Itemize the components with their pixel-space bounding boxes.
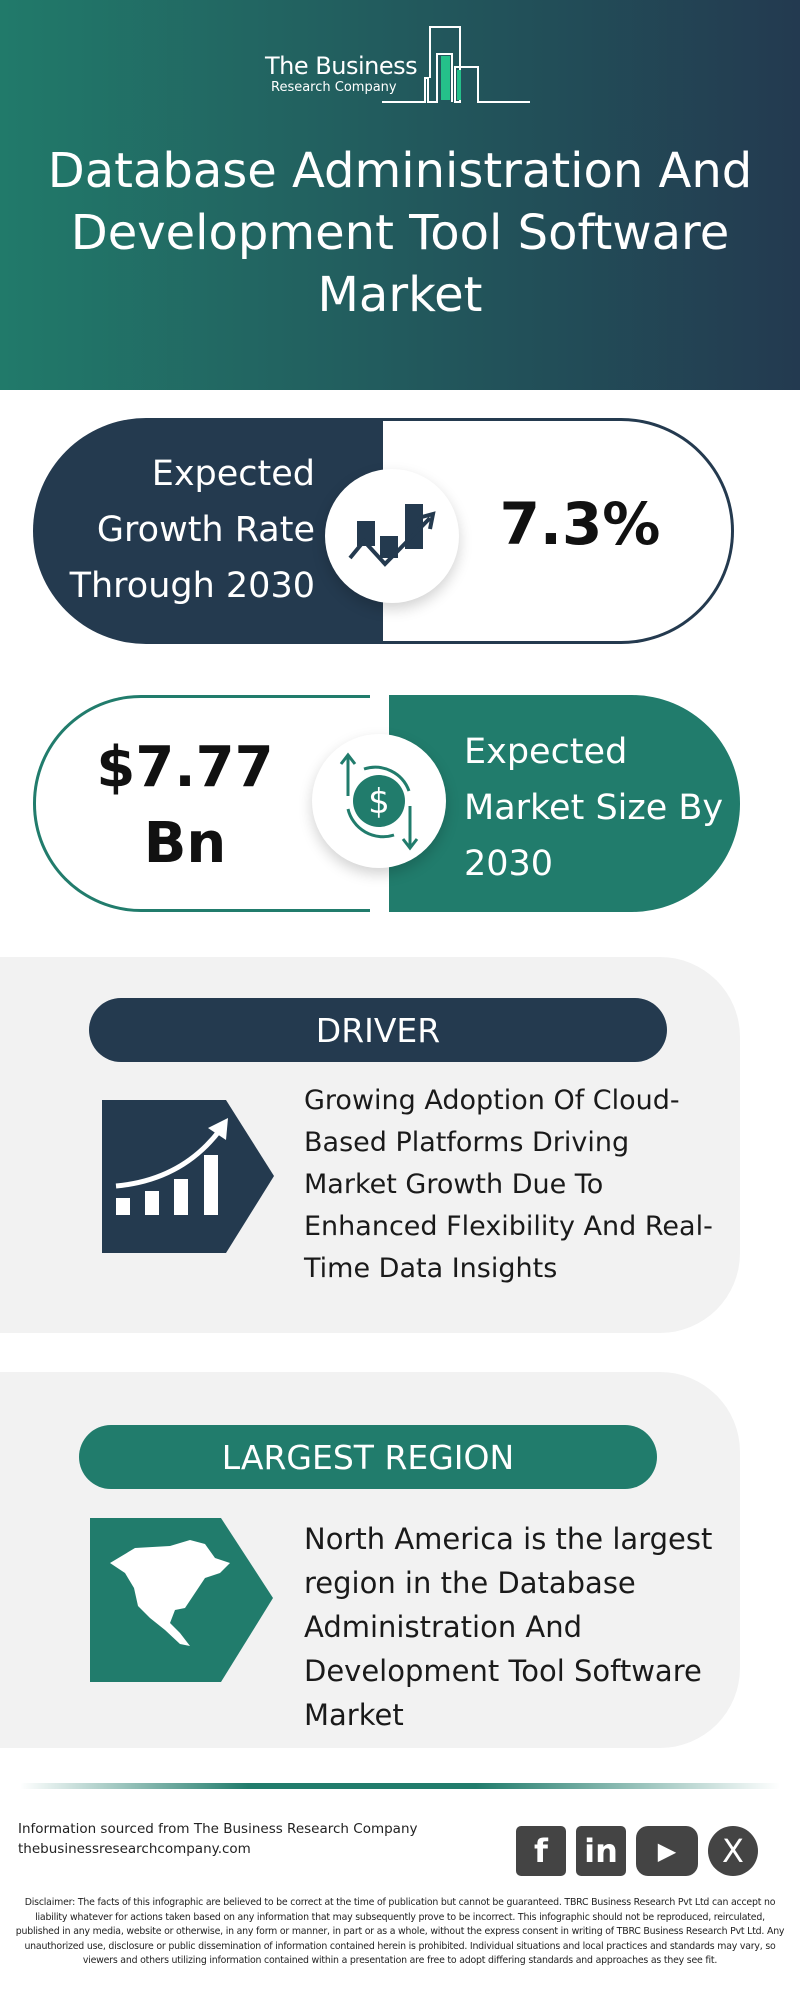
x-icon[interactable]: X (708, 1825, 758, 1876)
growth-rate-value: 7.3% (499, 490, 661, 558)
source-info: Information sourced from The Business Re… (18, 1819, 418, 1859)
largest-region-heading: LARGEST REGION (79, 1425, 657, 1489)
website-link[interactable]: thebusinessresearchcompany.com (18, 1841, 251, 1857)
footer-divider (20, 1783, 780, 1789)
building-logo-icon (382, 26, 530, 103)
rising-bar-chart-icon (102, 1100, 274, 1253)
social-links: f in ▶ X (516, 1823, 772, 1878)
driver-heading: DRIVER (89, 998, 667, 1062)
driver-description: Growing Adoption Of Cloud-Based Platform… (304, 1085, 713, 1284)
growth-label-panel (33, 418, 383, 644)
largest-region-description: North America is the largest region in t… (304, 1522, 713, 1732)
linkedin-icon[interactable]: in (576, 1825, 626, 1876)
dollar-exchange-icon: $ (312, 734, 446, 868)
growth-rate-label: Expected Growth Rate Through 2030 (69, 454, 315, 606)
youtube-icon[interactable]: ▶ (636, 1825, 698, 1876)
market-size-label-panel (389, 695, 740, 912)
facebook-icon[interactable]: f (516, 1825, 566, 1876)
market-size-value: $7.77 Bn (96, 735, 274, 876)
page-title: Database Administration And Development … (47, 143, 753, 323)
north-america-map-icon (90, 1518, 273, 1682)
disclaimer: Disclaimer: The facts of this infographi… (15, 1897, 785, 1966)
logo-text-line2: Research Company (271, 80, 397, 95)
growth-value-panel (383, 418, 734, 644)
company-logo: The Business Research Company (265, 22, 535, 110)
source-line: Information sourced from The Business Re… (18, 1821, 418, 1837)
logo-text-line1: The Business (265, 52, 418, 80)
market-size-label: Expected Market Size By 2030 (464, 732, 724, 884)
header-banner: The Business Research Company Database A… (0, 0, 800, 390)
svg-text:$: $ (368, 782, 390, 822)
chart-growth-icon (325, 469, 459, 603)
